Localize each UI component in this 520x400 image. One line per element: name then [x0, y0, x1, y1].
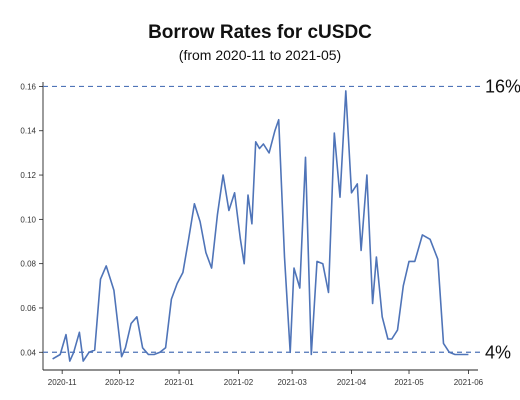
y-tick-label: 0.14	[20, 127, 36, 136]
series-line	[52, 90, 469, 362]
x-tick-label: 2021-02	[224, 378, 254, 387]
reference-line-label: 16%	[485, 76, 520, 96]
x-tick-label: 2020-12	[105, 378, 135, 387]
x-tick-label: 2021-04	[337, 378, 367, 387]
y-tick-label: 0.16	[20, 82, 36, 91]
axes	[39, 82, 478, 374]
x-tick-label: 2021-06	[454, 378, 484, 387]
y-tick-label: 0.10	[20, 215, 36, 224]
y-tick-label: 0.08	[20, 260, 36, 269]
reference-lines	[43, 85, 482, 353]
chart-subtitle: (from 2020-11 to 2021-05)	[178, 47, 342, 63]
tick-labels: 0.04 0.06 0.08 0.10 0.12 0.14 0.16 2020-11 2020-…	[20, 76, 520, 387]
chart-title: Borrow Rates for cUSDC	[148, 22, 372, 43]
x-tick-label: 2021-03	[277, 378, 307, 387]
y-tick-label: 0.12	[20, 171, 36, 180]
y-tick-label: 0.04	[20, 348, 36, 357]
reference-line-label: 4%	[485, 342, 511, 362]
x-tick-label: 2021-05	[394, 378, 424, 387]
x-tick-label: 2020-11	[48, 378, 77, 387]
data-series	[52, 90, 469, 362]
x-tick-label: 2021-01	[164, 378, 194, 387]
chart-header: Borrow Rates for cUSDC (from 2020-11 to …	[0, 22, 520, 64]
y-tick-label: 0.06	[20, 304, 36, 313]
